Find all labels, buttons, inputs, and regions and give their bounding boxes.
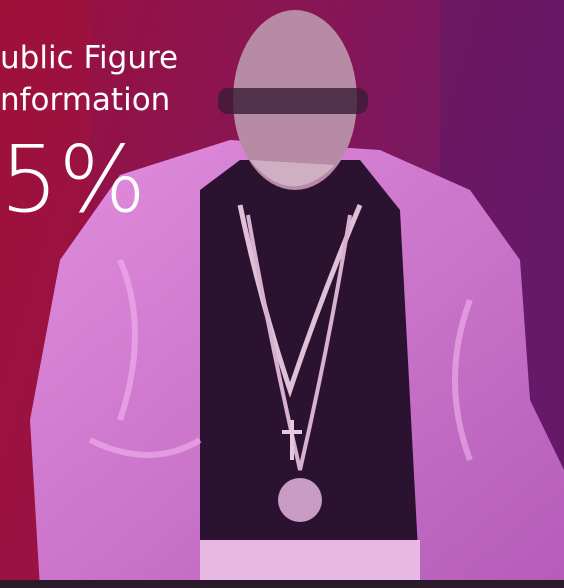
title-line: nformation	[0, 82, 171, 118]
stat-value: 5%	[0, 126, 146, 233]
title-line: ublic Figure	[0, 40, 179, 76]
